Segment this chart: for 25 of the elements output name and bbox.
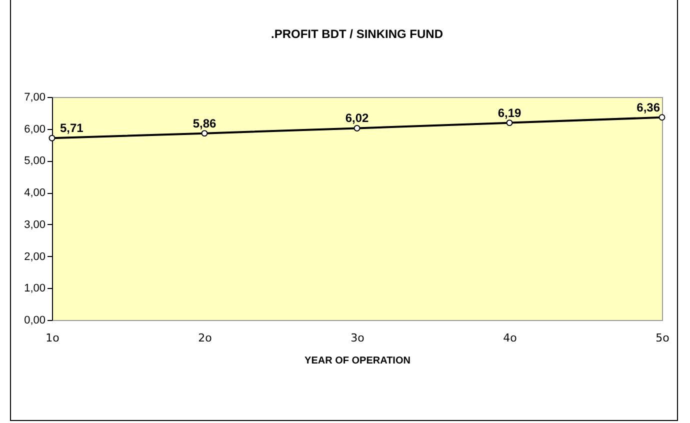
y-tick-label: 5,00: [24, 155, 46, 168]
point: [48, 134, 56, 142]
y-tick-label: 0,00: [24, 314, 46, 326]
point: [658, 114, 666, 121]
data-label: 5,71: [60, 121, 84, 136]
y-tick-label: 4,00: [24, 187, 46, 200]
x-tick-label: 4o: [503, 332, 518, 344]
data-label: 5,86: [192, 116, 216, 130]
x-tick-label: 3o: [350, 332, 365, 344]
y-tick-label: 1,00: [24, 282, 46, 295]
x-tick-label: 1o: [46, 332, 60, 344]
y-tick-label: 2,00: [24, 250, 46, 263]
y-tick-label: 7,00: [24, 92, 46, 104]
point: [506, 120, 513, 126]
y-tick-label: 6,00: [24, 123, 46, 136]
x-tick-label: 5o: [656, 332, 670, 344]
x-axis-title: YEAR OF OPERATION: [304, 356, 410, 366]
data-label: 6,02: [345, 111, 369, 126]
data-label: 6,19: [498, 106, 522, 120]
y-tick-label: 3,00: [24, 218, 46, 231]
point: [201, 130, 208, 137]
x-tick-label: 2o: [198, 332, 212, 344]
data-label: 6,36: [636, 100, 660, 114]
chart-title: .PROFIT BDT / SINKING FUND: [271, 27, 444, 41]
point: [354, 124, 360, 132]
